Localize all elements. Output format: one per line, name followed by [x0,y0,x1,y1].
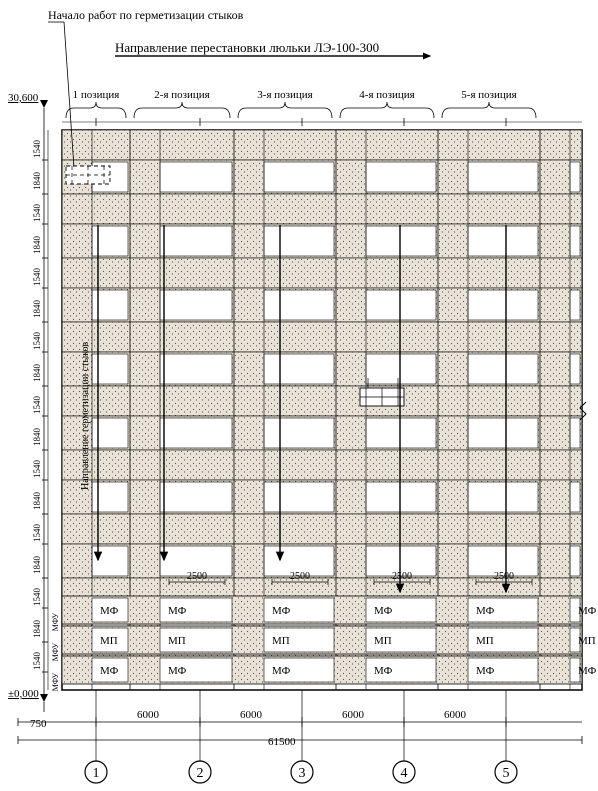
svg-text:1840: 1840 [32,236,42,255]
svg-text:МП: МП [100,635,118,647]
svg-text:1840: 1840 [32,364,42,383]
svg-text:1540: 1540 [32,268,42,287]
svg-text:1840: 1840 [32,620,42,639]
svg-text:МФ: МФ [374,605,393,617]
svg-text:1840: 1840 [32,556,42,575]
svg-text:4: 4 [401,766,408,781]
svg-text:1540: 1540 [32,588,42,607]
svg-text:6000: 6000 [444,709,467,721]
svg-text:2500: 2500 [494,571,514,582]
level-bottom: ±0,000 [8,688,39,700]
svg-text:1 позиция: 1 позиция [73,89,120,101]
svg-text:МФ: МФ [272,665,291,677]
svg-text:3: 3 [299,766,306,781]
svg-text:МП: МП [168,635,186,647]
svg-text:МФ: МФ [100,605,119,617]
svg-text:1840: 1840 [32,300,42,319]
svg-text:2500: 2500 [187,571,207,582]
svg-text:3-я позиция: 3-я позиция [257,89,312,101]
svg-text:6000: 6000 [342,709,365,721]
svg-text:МФ: МФ [476,665,495,677]
svg-text:1540: 1540 [32,460,42,479]
svg-text:5: 5 [503,766,510,781]
svg-text:1: 1 [93,766,100,781]
svg-text:МФ: МФ [272,605,291,617]
side-vertical-label: Направление герметизации стыков [80,342,91,490]
svg-text:МП: МП [476,635,494,647]
svg-text:4-я позиция: 4-я позиция [359,89,414,101]
svg-text:1540: 1540 [32,204,42,223]
svg-text:2500: 2500 [290,571,310,582]
svg-text:5-я позиция: 5-я позиция [461,89,516,101]
svg-text:6000: 6000 [240,709,263,721]
svg-text:2-я позиция: 2-я позиция [154,89,209,101]
svg-text:1540: 1540 [32,332,42,351]
svg-text:МФ: МФ [168,665,187,677]
svg-text:МФУ: МФУ [51,642,60,661]
title-start: Начало работ по герметизации стыков [48,8,243,23]
diagram-stage: 1540 1840 1540 1840 1540 1840 1540 1840 1540 1840… [0,0,598,791]
svg-text:МФУ: МФУ [51,672,60,691]
svg-text:МП: МП [374,635,392,647]
svg-text:2: 2 [197,766,204,781]
svg-text:1840: 1840 [32,492,42,511]
level-top: 30,600 [8,92,38,104]
svg-text:МФ: МФ [374,665,393,677]
svg-text:1840: 1840 [32,172,42,191]
svg-text:1540: 1540 [32,140,42,159]
svg-text:1540: 1540 [32,524,42,543]
svg-text:МФ: МФ [476,605,495,617]
svg-text:1540: 1540 [32,652,42,671]
svg-text:1840: 1840 [32,428,42,447]
svg-text:МП: МП [578,635,596,647]
svg-text:МП: МП [272,635,290,647]
svg-text:МФ: МФ [578,605,597,617]
svg-text:2500: 2500 [392,571,412,582]
svg-text:МФ: МФ [578,665,597,677]
svg-text:1540: 1540 [32,396,42,415]
svg-text:МФУ: МФУ [51,612,60,631]
dim-750: 750 [30,718,47,730]
title-direction: Направление перестановки люльки ЛЭ-100-3… [115,40,379,56]
dim-total: 61500 [268,736,296,748]
svg-text:6000: 6000 [137,709,160,721]
svg-text:МФ: МФ [168,605,187,617]
svg-text:МФ: МФ [100,665,119,677]
